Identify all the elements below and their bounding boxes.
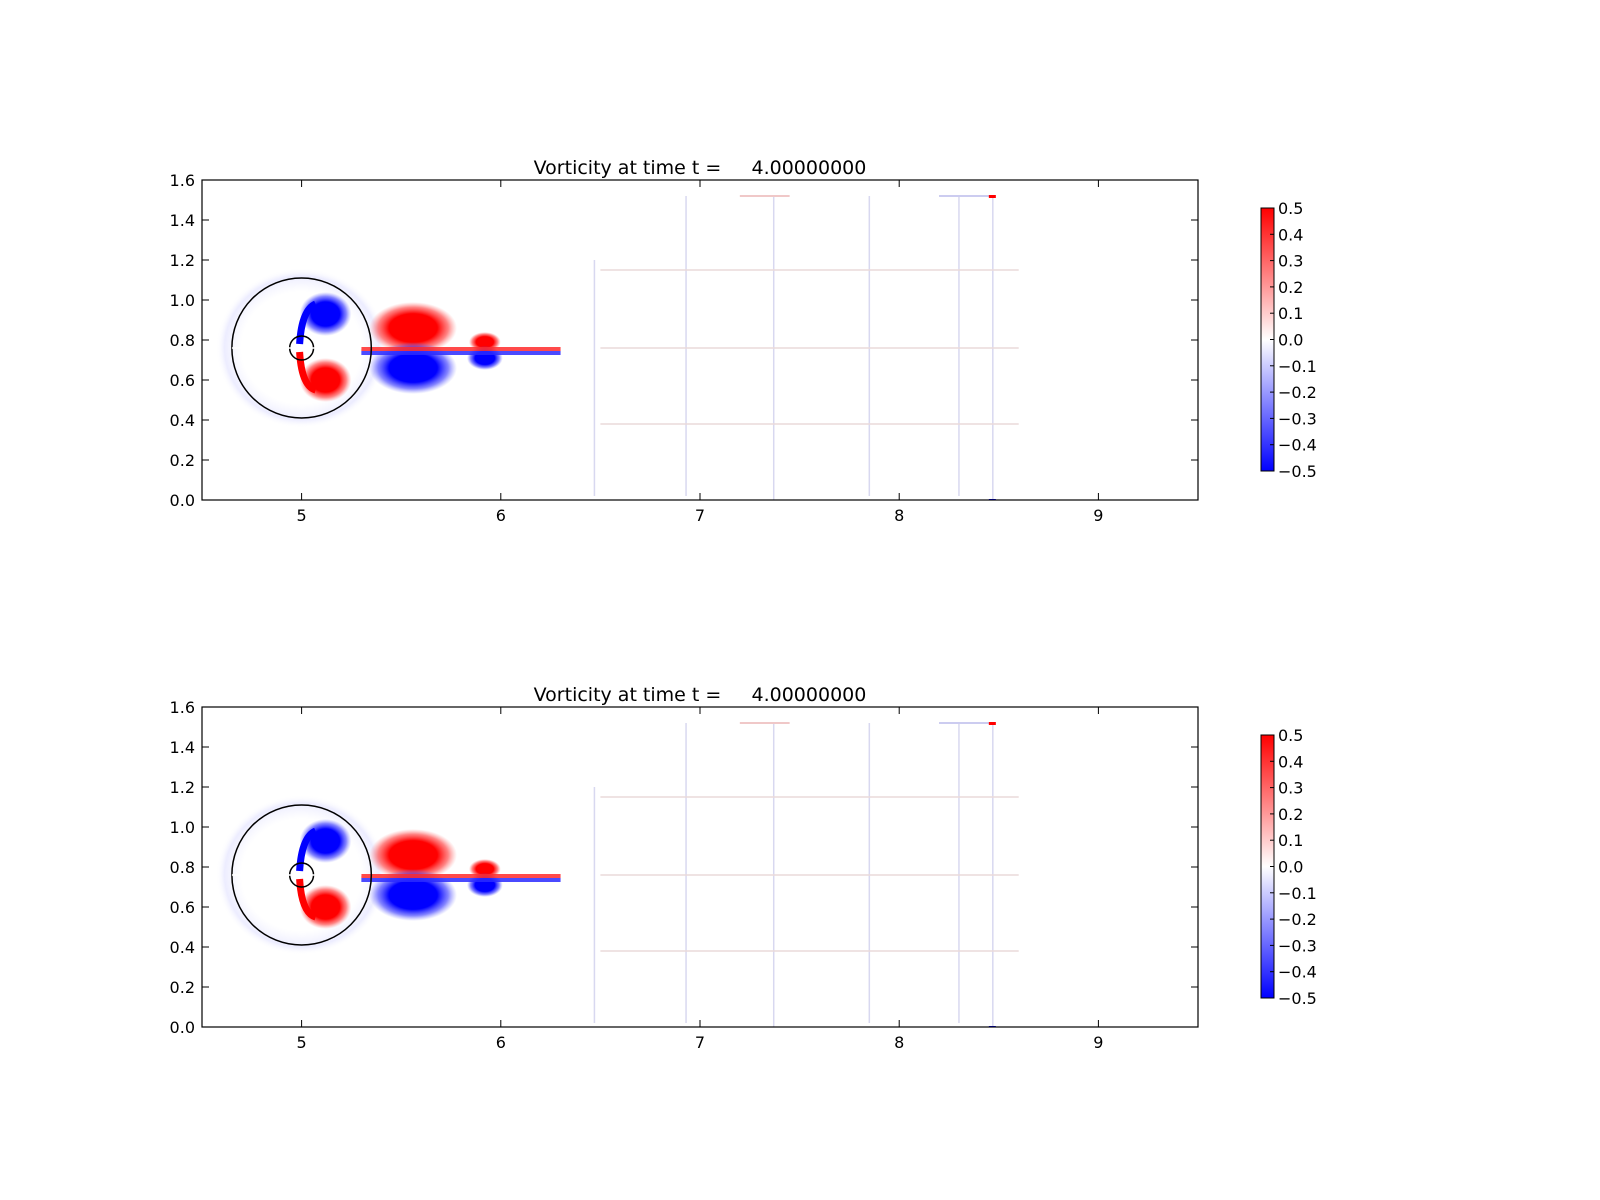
colorbar-tick-label: −0.1 [1278, 357, 1317, 376]
vorticity-panel-1: 5 6 7 8 9 0.0 0.2 0.4 0.6 0.8 1.0 1.2 1.4 1.6 Vorticit… [170, 157, 1317, 525]
y-tick-label: 1.6 [170, 171, 195, 190]
plot-area [202, 707, 1198, 1027]
y-tick-label: 0.2 [170, 451, 195, 470]
colorbar-tick-label: 0.1 [1278, 304, 1303, 323]
colorbar-tick-label: −0.3 [1278, 936, 1317, 955]
x-tick-label: 5 [297, 1033, 307, 1052]
x-tick-label: 8 [894, 506, 904, 525]
vortex-arm-red [296, 878, 317, 921]
vorticity-panel-2: 5 6 7 8 9 0.0 0.2 0.4 0.6 0.8 1.0 1.2 1.4 1.6 Vorticit… [170, 684, 1317, 1052]
y-tick-label: 1.4 [170, 738, 195, 757]
vortex-arm-red [296, 351, 317, 394]
colorbar-tick-label: −0.3 [1278, 409, 1317, 428]
colorbar-tick-label: 0.2 [1278, 805, 1303, 824]
x-tick-label: 5 [297, 506, 307, 525]
y-tick-label: 1.0 [170, 818, 195, 837]
x-tick-label: 9 [1093, 1033, 1103, 1052]
y-tick-label: 0.6 [170, 371, 195, 390]
y-tick-label: 0.0 [170, 491, 195, 510]
y-tick-label: 0.8 [170, 858, 195, 877]
colorbar-tick-label: −0.5 [1278, 989, 1317, 1008]
vortex-arm-blue [296, 300, 318, 345]
y-tick-label: 0.2 [170, 978, 195, 997]
colorbar-tick-label: 0.5 [1278, 726, 1303, 745]
artifact-spot [988, 195, 996, 198]
y-tick-label: 1.2 [170, 778, 195, 797]
colorbar-tick-label: −0.4 [1278, 436, 1317, 455]
x-tick-label: 7 [695, 1033, 705, 1052]
colorbar-tick-label: 0.0 [1278, 331, 1303, 350]
colorbar-tick-label: −0.2 [1278, 910, 1317, 929]
colorbar-tick-label: 0.2 [1278, 278, 1303, 297]
chart-title: Vorticity at time t = 4.00000000 [534, 157, 867, 179]
y-tick-label: 1.2 [170, 251, 195, 270]
colorbar-tick-label: −0.2 [1278, 383, 1317, 402]
x-tick-label: 8 [894, 1033, 904, 1052]
y-tick-label: 1.4 [170, 211, 195, 230]
x-tick-label: 6 [496, 506, 506, 525]
colorbar-tick-label: −0.5 [1278, 462, 1317, 481]
colorbar-tick-label: 0.0 [1278, 858, 1303, 877]
plot-area [202, 180, 1198, 500]
shear-layer-positive [361, 347, 561, 351]
chart-title: Vorticity at time t = 4.00000000 [534, 684, 867, 706]
vortex-blob [369, 829, 457, 881]
colorbar-tick-label: 0.5 [1278, 199, 1303, 218]
colorbar-tick-label: 0.3 [1278, 252, 1303, 271]
colorbar-tick-label: 0.3 [1278, 779, 1303, 798]
vortex-arm-blue [296, 827, 318, 872]
colorbar-tick-label: 0.1 [1278, 831, 1303, 850]
colorbar-tick-label: −0.1 [1278, 884, 1317, 903]
shear-layer-positive [361, 874, 561, 878]
x-tick-label: 7 [695, 506, 705, 525]
y-tick-label: 1.6 [170, 698, 195, 717]
y-tick-label: 0.4 [170, 411, 195, 430]
y-tick-label: 1.0 [170, 291, 195, 310]
shear-layer-negative [361, 878, 561, 882]
y-tick-label: 0.6 [170, 898, 195, 917]
y-tick-label: 0.8 [170, 331, 195, 350]
x-tick-label: 6 [496, 1033, 506, 1052]
x-tick-label: 9 [1093, 506, 1103, 525]
colorbar-tick-label: 0.4 [1278, 225, 1303, 244]
artifact-spot [988, 722, 996, 725]
colorbar-tick-label: 0.4 [1278, 752, 1303, 771]
y-tick-label: 0.4 [170, 938, 195, 957]
shear-layer-negative [361, 351, 561, 355]
y-tick-label: 0.0 [170, 1018, 195, 1037]
vortex-blob [369, 302, 457, 354]
colorbar-tick-label: −0.4 [1278, 963, 1317, 982]
